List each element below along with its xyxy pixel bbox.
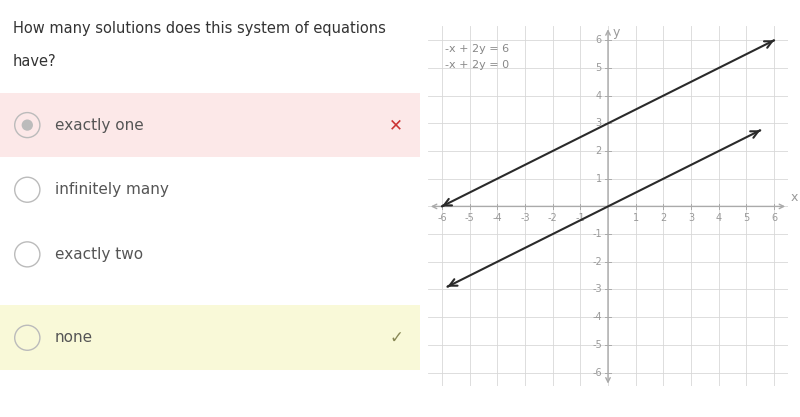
Text: -3: -3 (520, 213, 530, 223)
Text: infinitely many: infinitely many (54, 182, 169, 197)
Text: x: x (790, 191, 798, 203)
Text: -5: -5 (465, 213, 474, 223)
Text: have?: have? (13, 54, 56, 69)
Text: -2: -2 (592, 257, 602, 267)
Text: exactly one: exactly one (54, 118, 143, 133)
Text: -1: -1 (592, 229, 602, 239)
Text: -3: -3 (592, 284, 602, 294)
Bar (0, 305, 420, 370)
Text: ✕: ✕ (390, 116, 403, 134)
Circle shape (22, 120, 33, 131)
Text: ✓: ✓ (390, 329, 403, 347)
Text: 4: 4 (596, 90, 602, 100)
Text: -1: -1 (575, 213, 585, 223)
Text: -5: -5 (592, 340, 602, 350)
Text: 4: 4 (716, 213, 722, 223)
Text: exactly two: exactly two (54, 247, 142, 262)
Text: -6: -6 (592, 367, 602, 377)
Bar (0, 93, 420, 158)
Text: 6: 6 (771, 213, 778, 223)
Text: 1: 1 (596, 174, 602, 184)
Text: y: y (612, 26, 619, 40)
Text: 5: 5 (596, 63, 602, 73)
Bar (0, 157, 420, 222)
Text: How many solutions does this system of equations: How many solutions does this system of e… (13, 21, 386, 36)
Text: 3: 3 (596, 118, 602, 128)
Text: 2: 2 (596, 146, 602, 156)
Text: 3: 3 (688, 213, 694, 223)
Text: -2: -2 (548, 213, 558, 223)
Text: -x + 2y = 6
-x + 2y = 0: -x + 2y = 6 -x + 2y = 0 (445, 45, 509, 70)
Text: 5: 5 (743, 213, 750, 223)
Text: 6: 6 (596, 35, 602, 45)
Text: 1: 1 (633, 213, 638, 223)
Text: -4: -4 (493, 213, 502, 223)
Text: -4: -4 (592, 312, 602, 322)
Text: -6: -6 (437, 213, 446, 223)
Text: 2: 2 (660, 213, 666, 223)
Text: none: none (54, 330, 93, 345)
Bar (0, 222, 420, 287)
